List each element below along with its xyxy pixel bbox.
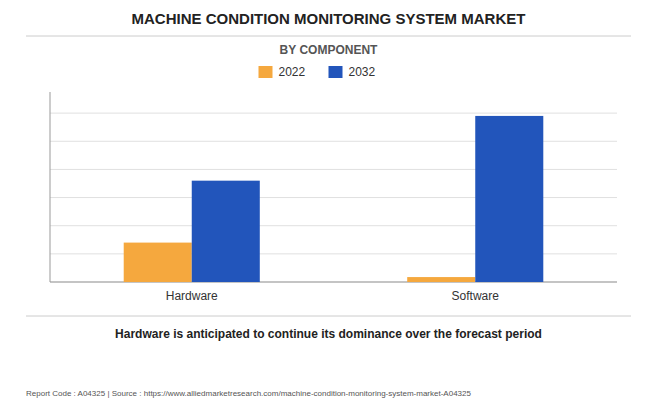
bars [124, 116, 544, 282]
x-tick-label: Software [452, 289, 500, 303]
bar [475, 116, 543, 282]
bar [407, 277, 475, 282]
legend-swatch [259, 66, 273, 78]
footer-text: Hardware is anticipated to continue its … [115, 327, 542, 341]
chart-svg: MACHINE CONDITION MONITORING SYSTEM MARK… [0, 0, 657, 408]
x-tick-labels: Hardware Software [166, 289, 500, 303]
divider [26, 36, 631, 37]
legend-label: 2022 [279, 65, 306, 79]
divider [26, 316, 631, 317]
subtitle: BY COMPONENT [280, 43, 378, 57]
footnote: Report Code : A04325 | Source : https://… [26, 389, 471, 398]
legend: 2022 2032 [259, 65, 376, 79]
x-tick-label: Hardware [166, 289, 218, 303]
chart-container: MACHINE CONDITION MONITORING SYSTEM MARK… [0, 0, 657, 408]
bar [124, 243, 192, 282]
legend-swatch [329, 66, 343, 78]
grid [50, 113, 617, 282]
y-axis-line [50, 92, 51, 282]
grid-line [50, 113, 617, 114]
bar [192, 181, 260, 282]
legend-label: 2032 [349, 65, 376, 79]
title: MACHINE CONDITION MONITORING SYSTEM MARK… [132, 10, 526, 27]
